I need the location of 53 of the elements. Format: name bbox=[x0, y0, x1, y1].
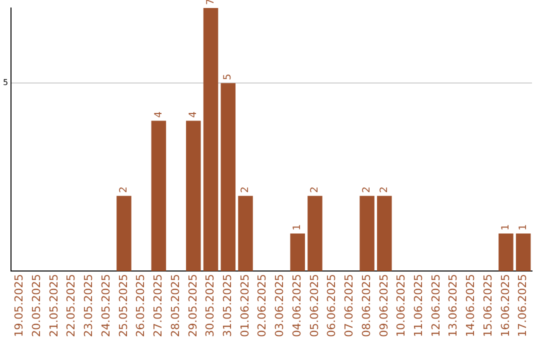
bar bbox=[498, 233, 514, 272]
bar bbox=[360, 196, 374, 272]
x-tick-label: 30.05.2025 bbox=[204, 274, 217, 338]
data-label: 2 bbox=[118, 186, 130, 193]
x-tick-label: 10.06.2025 bbox=[394, 274, 408, 338]
bar bbox=[308, 196, 322, 272]
bar bbox=[220, 83, 236, 272]
x-tick-label: 01.06.2025 bbox=[238, 274, 252, 338]
bar bbox=[116, 196, 132, 272]
x-tick-label: 20.05.2025 bbox=[30, 274, 43, 338]
bar bbox=[377, 196, 392, 272]
x-tick-label: 16.06.2025 bbox=[498, 274, 512, 338]
x-tick-label: 04.06.2025 bbox=[290, 274, 304, 338]
data-label: 2 bbox=[240, 186, 252, 193]
x-tick-label: 24.05.2025 bbox=[99, 274, 112, 338]
x-tick-label: 07.06.2025 bbox=[342, 274, 356, 338]
bar bbox=[516, 233, 531, 272]
x-tick-label: 22.05.2025 bbox=[64, 274, 78, 338]
x-tick-label: 26.05.2025 bbox=[134, 274, 148, 338]
data-label: 1 bbox=[292, 224, 304, 230]
x-tick-label: 05.06.2025 bbox=[308, 274, 321, 338]
data-label: 4 bbox=[153, 111, 164, 118]
x-tick-label: 06.06.2025 bbox=[325, 274, 338, 338]
bar bbox=[151, 120, 166, 272]
data-label: 2 bbox=[362, 186, 373, 193]
bar bbox=[238, 196, 253, 272]
x-tick-label: 21.05.2025 bbox=[47, 274, 60, 338]
data-label: 1 bbox=[500, 224, 512, 230]
data-label: 5 bbox=[222, 74, 234, 80]
x-tick-label: 13.06.2025 bbox=[446, 274, 460, 338]
data-label: 2 bbox=[379, 186, 390, 193]
x-tick-label: 19.05.2025 bbox=[12, 274, 26, 338]
x-tick-label: 31.05.2025 bbox=[220, 274, 234, 338]
x-tick-label: 08.06.2025 bbox=[360, 274, 373, 338]
data-label: 1 bbox=[518, 224, 529, 230]
x-tick-label: 17.06.2025 bbox=[516, 274, 530, 338]
x-tick-label: 29.05.2025 bbox=[186, 274, 200, 338]
x-tick-label: 27.05.2025 bbox=[152, 274, 165, 338]
x-tick-label: 12.06.2025 bbox=[429, 274, 442, 338]
bar bbox=[290, 233, 305, 272]
x-tick-label: 23.05.2025 bbox=[82, 274, 96, 338]
x-tick-label: 09.06.2025 bbox=[377, 274, 390, 338]
x-tick-label: 25.05.2025 bbox=[116, 274, 130, 338]
x-tick-label: 03.06.2025 bbox=[273, 274, 286, 338]
x-tick-label: 28.05.2025 bbox=[168, 274, 182, 338]
x-tick-label: 14.06.2025 bbox=[464, 274, 478, 338]
data-label: 4 bbox=[188, 111, 199, 118]
x-tick-label: 15.06.2025 bbox=[481, 274, 494, 338]
bar bbox=[203, 8, 218, 272]
x-tick-label: 11.06.2025 bbox=[412, 274, 425, 338]
bar bbox=[186, 120, 201, 272]
data-label: 2 bbox=[310, 186, 321, 193]
x-tick-label: 02.06.2025 bbox=[256, 274, 269, 338]
